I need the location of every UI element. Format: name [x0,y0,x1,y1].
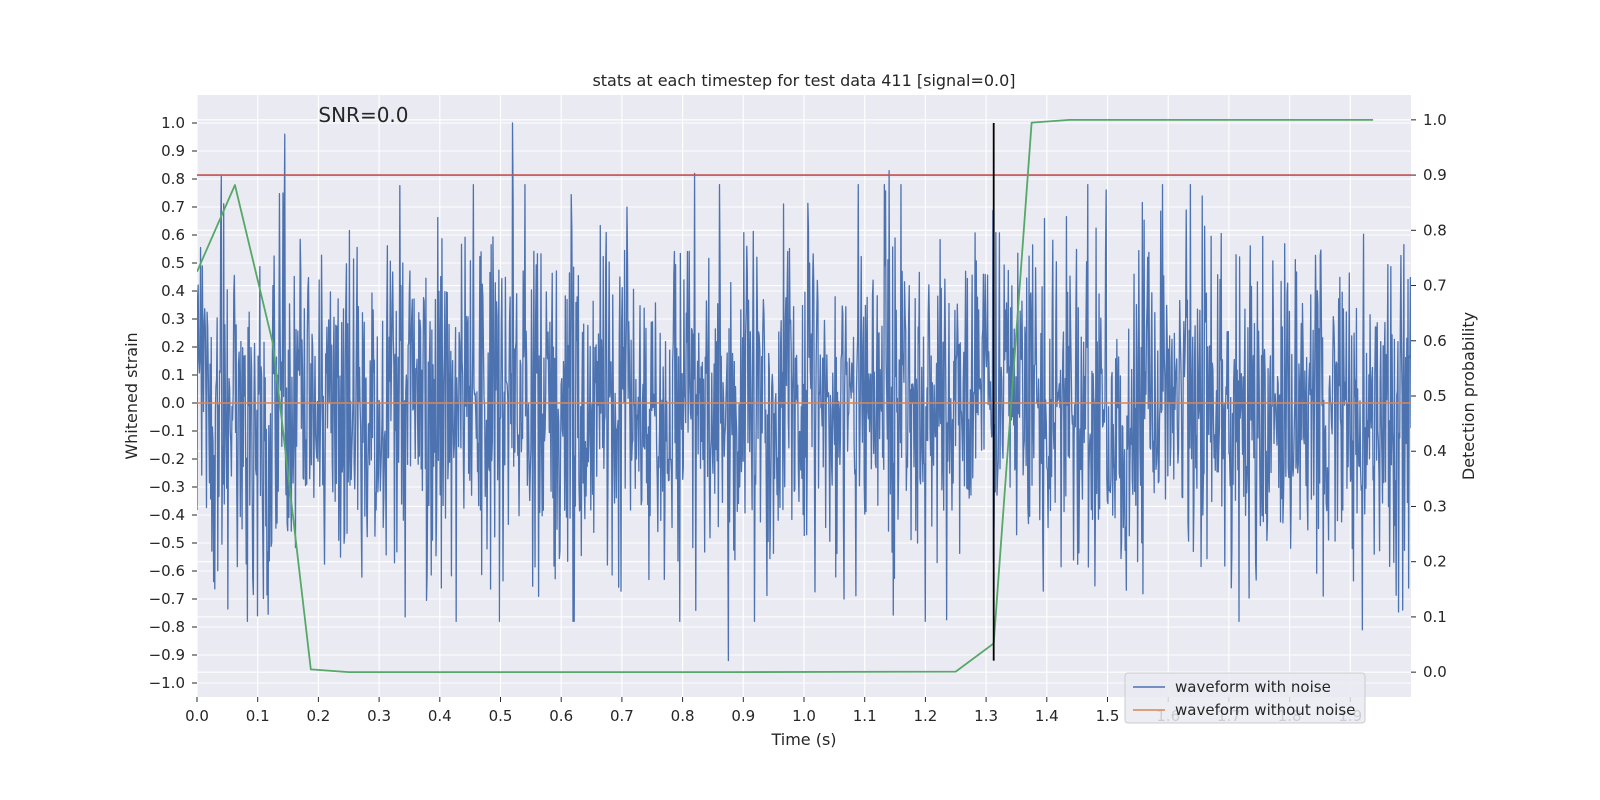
y-tick-label: −0.6 [149,562,185,580]
y-tick-label: −0.2 [149,450,185,468]
y-axis-label: Whitened strain [122,332,141,459]
y2-tick-label: 1.0 [1423,111,1447,129]
y-tick-label: 0.5 [161,254,185,272]
x-tick-label: 0.7 [610,707,634,725]
legend-box [1124,672,1366,724]
x-tick-label: 0.1 [246,707,270,725]
y2-tick-label: 0.7 [1423,277,1447,295]
y-axis-ticks: 1.0 0.9 0.8 0.7 0.6 0.5 0.4 0.3 0.2 0.1 0.0 −0.1 −0.… [149,114,197,692]
legend-entry-clean: waveform without noise [1175,701,1355,719]
y-tick-label: 0.3 [161,310,185,328]
y2-tick-label: 0.6 [1423,332,1447,350]
x-tick-label: 1.4 [1035,707,1059,725]
y2-axis-ticks: 1.0 0.9 0.8 0.7 0.6 0.5 0.4 0.3 0.2 0.1 0.0 [1411,111,1447,681]
x-tick-label: 0.5 [489,707,513,725]
y-tick-label: −0.7 [149,590,185,608]
y-tick-label: 0.9 [161,142,185,160]
x-tick-label: 1.5 [1096,707,1120,725]
y-tick-label: 0.7 [161,198,185,216]
y-tick-label: 0.6 [161,226,185,244]
x-axis-label: Time (s) [770,730,836,749]
y2-tick-label: 0.3 [1423,497,1447,515]
x-tick-label: 1.2 [913,707,937,725]
x-tick-label: 0.2 [306,707,330,725]
y-tick-label: −0.3 [149,478,185,496]
y-tick-label: −1.0 [149,674,185,692]
x-tick-label: 0.3 [367,707,391,725]
y-tick-label: −0.1 [149,422,185,440]
snr-annotation: SNR=0.0 [318,103,408,127]
x-tick-label: 0.6 [549,707,573,725]
x-tick-label: 0.9 [731,707,755,725]
y2-tick-label: 0.4 [1423,442,1447,460]
x-tick-label: 0.0 [185,707,209,725]
series-waveform-with-noise [197,122,1411,662]
y-tick-label: −0.4 [149,506,185,524]
x-tick-label: 0.8 [671,707,695,725]
y2-tick-label: 0.8 [1423,221,1447,239]
chart-title: stats at each timestep for test data 411… [592,71,1015,90]
legend-entry-noise: waveform with noise [1175,678,1331,696]
y2-axis-label: Detection probability [1459,312,1478,480]
x-tick-label: 1.3 [974,707,998,725]
y-tick-label: 1.0 [161,114,185,132]
y2-tick-label: 0.9 [1423,166,1447,184]
y-tick-label: −0.9 [149,646,185,664]
series-layer [197,118,1411,674]
y-tick-label: 0.0 [161,394,185,412]
x-tick-label: 0.4 [428,707,452,725]
y2-tick-label: 0.5 [1423,387,1447,405]
y-tick-label: 0.4 [161,282,185,300]
legend: waveform with noise waveform without noi… [1124,672,1366,724]
y-tick-label: 0.8 [161,170,185,188]
y-tick-label: −0.5 [149,534,185,552]
series-detection-probability [197,118,1374,674]
y-tick-label: −0.8 [149,618,185,636]
y-tick-label: 0.2 [161,338,185,356]
y2-tick-label: 0.2 [1423,553,1447,571]
y2-tick-label: 0.1 [1423,608,1447,626]
x-tick-label: 1.0 [792,707,816,725]
y-tick-label: 0.1 [161,366,185,384]
x-tick-label: 1.1 [853,707,877,725]
y2-tick-label: 0.0 [1423,663,1447,681]
